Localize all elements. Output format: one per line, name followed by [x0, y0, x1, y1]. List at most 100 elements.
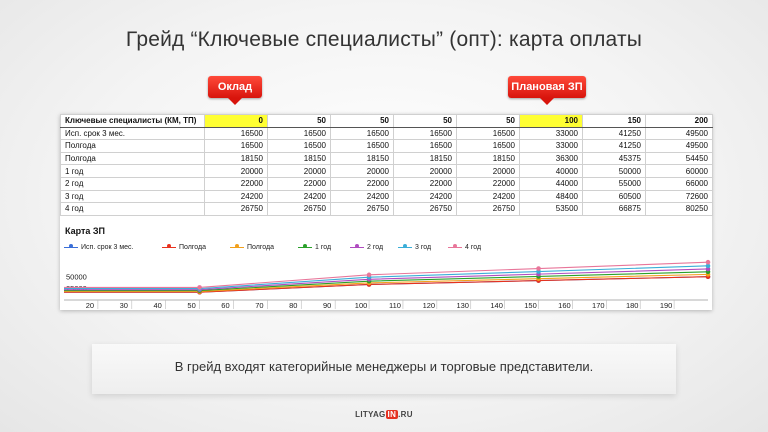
- value-cell: 24200: [331, 190, 394, 203]
- x-tick-label: 170: [592, 301, 605, 310]
- brand-mid: IN: [386, 410, 399, 419]
- x-tick-label: 140: [490, 301, 503, 310]
- table-row: 2 год 22000 22000 22000 22000 22000 44000 55000…: [61, 177, 713, 190]
- table-header-row: Ключевые специалисты (КМ, ТП) 0 50 50 50 50 10…: [61, 115, 713, 128]
- value-cell: 45375: [583, 152, 646, 165]
- header-value-cell: 50: [394, 115, 457, 128]
- table-row: Полгода 16500 16500 16500 16500 16500 33000 412…: [61, 140, 713, 153]
- x-tick-label: 60: [221, 301, 229, 310]
- row-label-cell: 1 год: [61, 165, 205, 178]
- value-cell: 22000: [457, 177, 520, 190]
- value-cell: 72600: [646, 190, 713, 203]
- header-value-cell: 50: [268, 115, 331, 128]
- x-tick-label: 70: [255, 301, 263, 310]
- value-cell: 20000: [268, 165, 331, 178]
- brand-left: LITYAG: [355, 410, 385, 419]
- brand-logo: LITYAG IN .RU: [0, 410, 768, 419]
- row-label-cell: Полгода: [61, 140, 205, 153]
- header-value-cell: 50: [331, 115, 394, 128]
- value-cell: 20000: [394, 165, 457, 178]
- value-cell: 26750: [205, 203, 268, 216]
- value-cell: 18150: [394, 152, 457, 165]
- value-cell: 24200: [394, 190, 457, 203]
- value-cell: 22000: [331, 177, 394, 190]
- value-cell: 53500: [520, 203, 583, 216]
- value-cell: 50000: [583, 165, 646, 178]
- value-cell: 18150: [268, 152, 331, 165]
- value-cell: 33000: [520, 140, 583, 153]
- value-cell: 54450: [646, 152, 713, 165]
- value-cell: 33000: [520, 127, 583, 140]
- chart-canvas: 20 30 40 50 60 70 80 90 100 110 120 130 140 150 160 170…: [60, 220, 712, 310]
- value-cell: 20000: [457, 165, 520, 178]
- value-cell: 49500: [646, 140, 713, 153]
- value-cell: 16500: [268, 127, 331, 140]
- table-row: Полгода 18150 18150 18150 18150 18150 36300 453…: [61, 152, 713, 165]
- series-point: [197, 285, 202, 290]
- table-row: 4 год 26750 26750 26750 26750 26750 53500 66875…: [61, 203, 713, 216]
- value-cell: 16500: [457, 127, 520, 140]
- value-cell: 26750: [331, 203, 394, 216]
- callout-oklad: Оклад: [208, 76, 262, 98]
- value-cell: 18150: [205, 152, 268, 165]
- value-cell: 55000: [583, 177, 646, 190]
- x-tick-label: 50: [187, 301, 195, 310]
- x-tick-label: 130: [456, 301, 469, 310]
- value-cell: 41250: [583, 127, 646, 140]
- value-cell: 26750: [457, 203, 520, 216]
- value-cell: 24200: [268, 190, 331, 203]
- value-cell: 18150: [331, 152, 394, 165]
- value-cell: 16500: [268, 140, 331, 153]
- row-label-cell: Полгода: [61, 152, 205, 165]
- value-cell: 40000: [520, 165, 583, 178]
- value-cell: 26750: [268, 203, 331, 216]
- salary-chart: Карта ЗП Исп. срок 3 мес. Полгода Полгода 1…: [60, 220, 712, 310]
- value-cell: 16500: [394, 140, 457, 153]
- table-row: 3 год 24200 24200 24200 24200 24200 48400 60500…: [61, 190, 713, 203]
- y-tick-label: 50000: [66, 272, 87, 281]
- value-cell: 20000: [331, 165, 394, 178]
- table-row: Исп. срок 3 мес. 16500 16500 16500 16500 1650…: [61, 127, 713, 140]
- table-row: 1 год 20000 20000 20000 20000 20000 40000 50000…: [61, 165, 713, 178]
- value-cell: 24200: [205, 190, 268, 203]
- value-cell: 24200: [457, 190, 520, 203]
- value-cell: 16500: [457, 140, 520, 153]
- header-value-cell: 100: [520, 115, 583, 128]
- header-value-cell: 150: [583, 115, 646, 128]
- x-tick-label: 100: [355, 301, 368, 310]
- x-tick-label: 90: [323, 301, 331, 310]
- series-point: [367, 273, 372, 278]
- x-tick-label: 190: [660, 301, 673, 310]
- value-cell: 16500: [205, 140, 268, 153]
- value-cell: 16500: [205, 127, 268, 140]
- value-cell: 22000: [205, 177, 268, 190]
- x-tick-label: 30: [120, 301, 128, 310]
- series-point: [536, 266, 541, 271]
- value-cell: 66875: [583, 203, 646, 216]
- row-label-cell: 3 год: [61, 190, 205, 203]
- series-point: [706, 260, 711, 265]
- row-label-cell: Исп. срок 3 мес.: [61, 127, 205, 140]
- value-cell: 60000: [646, 165, 713, 178]
- value-cell: 16500: [394, 127, 457, 140]
- header-value-cell: 200: [646, 115, 713, 128]
- x-tick-label: 160: [558, 301, 571, 310]
- value-cell: 66000: [646, 177, 713, 190]
- value-cell: 49500: [646, 127, 713, 140]
- value-cell: 22000: [268, 177, 331, 190]
- brand-right: .RU: [398, 410, 413, 419]
- row-label-cell: 2 год: [61, 177, 205, 190]
- x-tick-label: 110: [389, 301, 401, 310]
- header-value-cell: 50: [457, 115, 520, 128]
- value-cell: 16500: [331, 127, 394, 140]
- spreadsheet: Ключевые специалисты (КМ, ТП) 0 50 50 50 50 10…: [60, 114, 712, 310]
- value-cell: 36300: [520, 152, 583, 165]
- header-label-cell: Ключевые специалисты (КМ, ТП): [61, 115, 205, 128]
- header-value-cell: 0: [205, 115, 268, 128]
- x-tick-label: 150: [524, 301, 537, 310]
- value-cell: 80250: [646, 203, 713, 216]
- x-tick-label: 40: [154, 301, 162, 310]
- salary-table: Ключевые специалисты (КМ, ТП) 0 50 50 50 50 10…: [60, 114, 713, 216]
- value-cell: 41250: [583, 140, 646, 153]
- value-cell: 18150: [457, 152, 520, 165]
